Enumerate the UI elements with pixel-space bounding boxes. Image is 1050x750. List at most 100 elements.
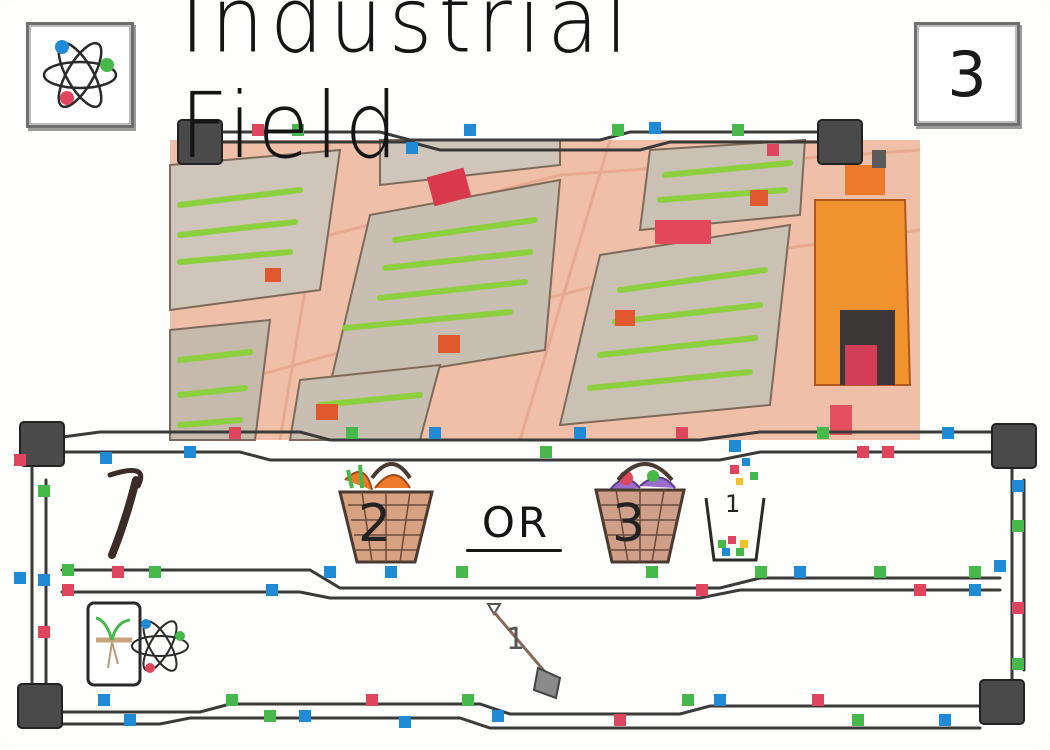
track-connector bbox=[767, 144, 779, 156]
track-connector bbox=[852, 714, 864, 726]
shovel-icon bbox=[486, 603, 562, 700]
truck bbox=[845, 345, 877, 385]
track-connector bbox=[252, 124, 264, 136]
or-separator: OR bbox=[481, 498, 551, 547]
basket-small-icon bbox=[338, 462, 434, 564]
track-connector bbox=[874, 566, 886, 578]
shovel-cost-count: 1 bbox=[506, 622, 526, 657]
track-connector bbox=[492, 710, 504, 722]
track-connector bbox=[406, 142, 418, 154]
card-number: 3 bbox=[947, 37, 987, 111]
track-connector bbox=[226, 694, 238, 706]
basket-large-count: 3 bbox=[612, 494, 646, 554]
track-connector bbox=[1012, 520, 1024, 532]
track-connector bbox=[62, 564, 74, 576]
track-connector bbox=[38, 485, 50, 497]
track-connector bbox=[346, 427, 358, 439]
track-line bbox=[60, 588, 1002, 600]
track-connector bbox=[676, 427, 688, 439]
track-connector bbox=[914, 584, 926, 596]
track-connector bbox=[14, 454, 26, 466]
track-connector bbox=[62, 584, 74, 596]
track-node bbox=[17, 683, 63, 729]
track-line bbox=[198, 130, 842, 142]
track-connector bbox=[112, 566, 124, 578]
track-line bbox=[198, 140, 842, 152]
track-connector bbox=[882, 446, 894, 458]
track-connector bbox=[429, 427, 441, 439]
track-connector bbox=[939, 714, 951, 726]
track-line bbox=[38, 450, 1012, 462]
track-connector bbox=[649, 122, 661, 134]
track-connector bbox=[612, 124, 624, 136]
track-connector bbox=[462, 694, 474, 706]
track-connector bbox=[266, 584, 278, 596]
track-connector bbox=[264, 710, 276, 722]
card-number-box: 3 bbox=[914, 22, 1020, 126]
track-connector bbox=[14, 572, 26, 584]
track-connector bbox=[817, 427, 829, 439]
vehicles bbox=[265, 167, 877, 435]
or-underline bbox=[466, 549, 562, 552]
track-connector bbox=[324, 566, 336, 578]
track-connector bbox=[292, 124, 304, 136]
card-type-box bbox=[26, 22, 134, 128]
track-connector bbox=[399, 716, 411, 728]
track-connector bbox=[1012, 658, 1024, 670]
track-node bbox=[817, 119, 863, 165]
track-connector bbox=[812, 694, 824, 706]
track-line bbox=[38, 430, 1012, 442]
track-connector bbox=[38, 626, 50, 638]
track-connector bbox=[100, 452, 112, 464]
track-connector bbox=[385, 566, 397, 578]
tractor bbox=[438, 335, 460, 353]
compost-bin-count: 1 bbox=[725, 490, 741, 518]
truck bbox=[426, 167, 472, 207]
track-connector bbox=[732, 124, 744, 136]
track-node bbox=[991, 423, 1037, 469]
track-connector bbox=[969, 584, 981, 596]
track-connector bbox=[1012, 602, 1024, 614]
track-connector bbox=[299, 710, 311, 722]
track-connector bbox=[38, 574, 50, 586]
track-connector bbox=[682, 694, 694, 706]
track-connector bbox=[755, 566, 767, 578]
track-connector bbox=[456, 566, 468, 578]
track-connector bbox=[149, 566, 161, 578]
track-connector bbox=[696, 584, 708, 596]
compost-bin-icon bbox=[704, 458, 766, 562]
tractor bbox=[750, 190, 768, 206]
track-connector bbox=[729, 440, 741, 452]
track-connector bbox=[98, 694, 110, 706]
track-connector bbox=[714, 694, 726, 706]
truck bbox=[655, 220, 711, 244]
track-connector bbox=[942, 427, 954, 439]
truck bbox=[830, 405, 852, 435]
track-connector bbox=[614, 714, 626, 726]
sprout-atom-icon bbox=[86, 601, 189, 687]
basket-small-count: 2 bbox=[358, 494, 392, 554]
track-node bbox=[19, 421, 65, 467]
track-connector bbox=[646, 566, 658, 578]
track-connector bbox=[124, 714, 136, 726]
tractor bbox=[316, 404, 338, 420]
atom-icon bbox=[42, 40, 118, 109]
track-connector bbox=[1012, 480, 1024, 492]
tractor bbox=[265, 268, 281, 282]
track-connector bbox=[540, 446, 552, 458]
basket-large-icon bbox=[594, 462, 686, 564]
track-connector bbox=[969, 566, 981, 578]
tractor bbox=[615, 310, 635, 326]
track-node bbox=[177, 119, 223, 165]
track-connector bbox=[574, 427, 586, 439]
track-connector bbox=[994, 560, 1006, 572]
track-line bbox=[38, 702, 1002, 716]
track-connector bbox=[794, 566, 806, 578]
track-connector bbox=[857, 446, 869, 458]
track-line bbox=[38, 716, 982, 730]
track-connector bbox=[366, 694, 378, 706]
